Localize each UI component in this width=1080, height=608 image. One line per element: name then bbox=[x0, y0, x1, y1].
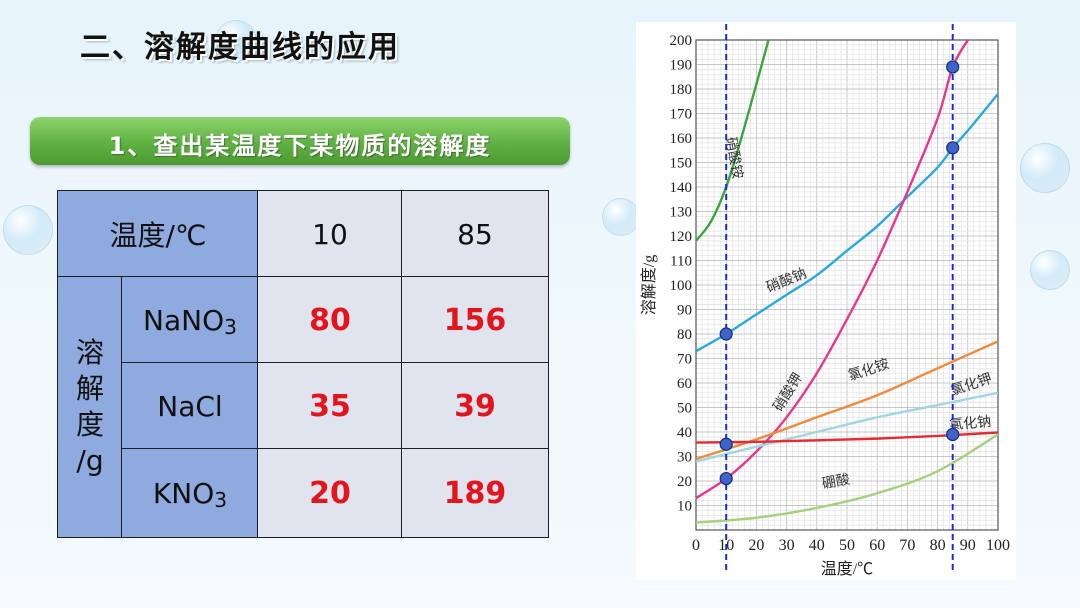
table-cell: 80 bbox=[257, 276, 403, 364]
y-tick-label: 160 bbox=[670, 131, 693, 147]
y-tick-label: 180 bbox=[670, 82, 693, 98]
series-line bbox=[696, 340, 998, 461]
y-tick-label: 150 bbox=[670, 156, 693, 172]
temp-header-85: 85 bbox=[401, 190, 549, 278]
substance-name: NaNO bbox=[143, 303, 225, 337]
x-tick-label: 40 bbox=[809, 537, 825, 554]
x-tick-label: 100 bbox=[986, 537, 1010, 554]
substance-name: KNO bbox=[152, 476, 215, 510]
y-tick-label: 70 bbox=[677, 352, 692, 368]
y-tick-label: 50 bbox=[677, 401, 692, 417]
bubble-decoration bbox=[602, 198, 640, 236]
x-tick-label: 90 bbox=[960, 537, 976, 554]
y-tick-label: 10 bbox=[677, 499, 692, 515]
data-point bbox=[719, 471, 733, 486]
section-title: 1、查出某温度下某物质的溶解度 bbox=[108, 132, 492, 160]
series-label: 硼酸 bbox=[821, 472, 851, 493]
page-title: 二、溶解度曲线的应用 bbox=[80, 30, 400, 65]
series-line bbox=[696, 431, 998, 444]
x-tick-label: 0 bbox=[692, 537, 700, 554]
y-tick-label: 120 bbox=[670, 229, 693, 245]
section-banner: 1、查出某温度下某物质的溶解度 bbox=[30, 117, 570, 165]
y-axis-label: 溶解度/g bbox=[640, 255, 658, 315]
y-tick-label: 130 bbox=[670, 205, 693, 221]
series-label: 硝酸铵 bbox=[722, 136, 745, 180]
x-tick-label: 60 bbox=[869, 537, 885, 554]
series-line bbox=[696, 40, 969, 500]
table-cell: 35 bbox=[257, 362, 403, 450]
solubility-chart: 10 20 30 40 50 60 70 80 90 100 110 120 130 140 150 160 1… bbox=[640, 24, 1010, 578]
data-point bbox=[946, 60, 960, 74]
solubility-chart-panel: 10 20 30 40 50 60 70 80 90 100 110 120 130 140 150 160 1… bbox=[636, 22, 1016, 580]
y-tick-label: 90 bbox=[677, 303, 692, 319]
y-tick-label: 170 bbox=[670, 107, 693, 123]
group-label-char: 溶 bbox=[75, 336, 104, 369]
subscript: 3 bbox=[224, 315, 237, 340]
subscript: 3 bbox=[214, 488, 228, 513]
y-tick-label: 60 bbox=[677, 376, 692, 392]
x-tick-label: 30 bbox=[779, 537, 795, 554]
group-label-char: /g bbox=[76, 444, 104, 477]
series-label: 氯化钠 bbox=[949, 414, 992, 434]
x-tick-label: 20 bbox=[748, 537, 764, 554]
y-tick-label: 100 bbox=[670, 278, 693, 294]
data-point bbox=[719, 437, 733, 451]
bubble-decoration bbox=[1020, 143, 1070, 193]
data-point bbox=[719, 327, 733, 341]
series-line bbox=[696, 40, 770, 242]
bubble-decoration bbox=[3, 205, 53, 255]
series-line bbox=[696, 433, 998, 524]
plot-frame bbox=[695, 39, 999, 531]
x-axis-label: 温度/℃ bbox=[821, 560, 873, 578]
row-header-nacl: NaCl bbox=[121, 362, 259, 450]
y-tick-label: 110 bbox=[670, 254, 692, 270]
y-tick-label: 190 bbox=[670, 58, 693, 74]
x-tick-label: 50 bbox=[839, 537, 855, 554]
table-cell: 39 bbox=[401, 362, 549, 450]
data-point bbox=[946, 141, 960, 155]
table-corner-header: 温度/℃ bbox=[57, 190, 259, 278]
x-tick-label: 70 bbox=[899, 537, 915, 554]
row-header-nano3: NaNO 3 bbox=[121, 276, 259, 364]
y-tick-label: 30 bbox=[677, 450, 692, 466]
group-label-char: 度 bbox=[75, 408, 104, 441]
y-tick-label: 40 bbox=[677, 425, 692, 441]
bubble-decoration bbox=[215, 20, 257, 62]
bubble-decoration bbox=[1030, 250, 1070, 290]
table-cell: 156 bbox=[401, 276, 549, 364]
table-cell: 20 bbox=[257, 448, 403, 538]
y-tick-label: 20 bbox=[677, 474, 692, 490]
y-tick-label: 200 bbox=[670, 33, 693, 49]
group-label-char: 解 bbox=[75, 372, 104, 405]
row-header-kno3: KNO 3 bbox=[121, 448, 259, 538]
series-line bbox=[696, 391, 998, 463]
temp-header-10: 10 bbox=[257, 190, 403, 278]
y-tick-label: 140 bbox=[670, 180, 693, 196]
x-tick-label: 80 bbox=[930, 537, 946, 554]
data-point bbox=[946, 427, 960, 442]
table-cell: 189 bbox=[401, 448, 549, 538]
solubility-group-header: 溶 解 度 /g bbox=[57, 276, 123, 538]
y-tick-label: 80 bbox=[677, 327, 692, 343]
substance-name: NaCl bbox=[157, 389, 223, 423]
